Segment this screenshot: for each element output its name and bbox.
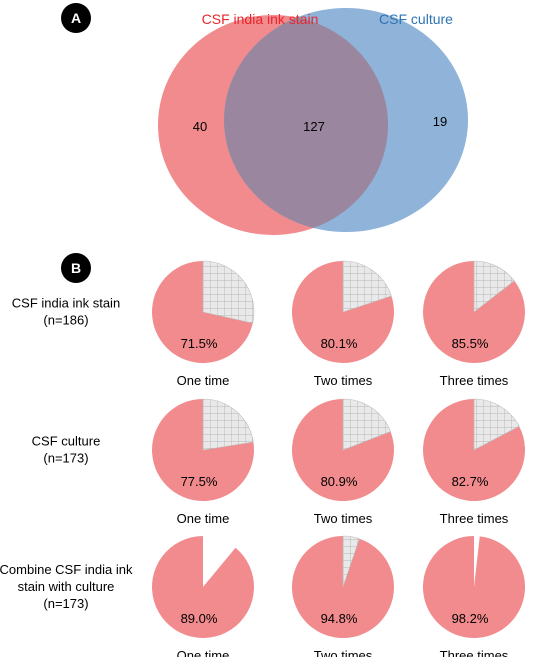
panel-b-badge [61,253,91,283]
pie-grid: CSF india ink stain (n=186) 71.5% One time 8… [0,260,526,657]
venn-set-a-only-count: 40 [193,119,207,134]
row-label-line: CSF culture [32,434,101,449]
pie-caption: Three times [440,373,509,388]
pie-caption: Three times [440,648,509,657]
pie-percent-label: 80.9% [321,474,358,489]
pie-slice-remaining [202,398,254,451]
pie-slice-remaining [473,398,520,451]
pie-slice-remaining [342,260,392,313]
venn-diagram: CSF india ink stain CSF culture 40 127 1… [158,8,468,235]
pie-caption: One time [177,511,230,526]
panel-a-label: A [71,10,81,26]
venn-set-a-name: CSF india ink stain [202,11,319,27]
row-label-line: (n=173) [43,596,88,611]
pie-caption: One time [177,648,230,657]
panel-a: A CSF india ink stain CSF culture 40 127… [61,3,468,235]
pie-percent-label: 94.8% [321,611,358,626]
row-label-line: CSF india ink stain [12,296,120,311]
row-label-line: (n=173) [43,451,88,466]
pie-percent-label: 71.5% [181,336,218,351]
pie-caption: Two times [314,648,373,657]
venn-set-b-name: CSF culture [379,11,453,27]
row-label-line: stain with culture [18,579,115,594]
row-label-line: Combine CSF india ink [0,562,133,577]
pie-slice-positive [423,536,526,639]
pie-percent-label: 82.7% [452,474,489,489]
pie-slice-remaining [342,535,360,588]
pie-caption: Three times [440,511,509,526]
panel-a-badge [61,3,91,33]
pie-percent-label: 98.2% [452,611,489,626]
venn-set-b-only-count: 19 [433,114,447,129]
pie-percent-label: 85.5% [452,336,489,351]
venn-intersection-count: 127 [303,119,325,134]
pie-percent-label: 77.5% [181,474,218,489]
pie-slice-positive [152,536,255,639]
pie-caption: One time [177,373,230,388]
pie-caption: Two times [314,511,373,526]
panel-b: B CSF india ink stain (n=186) 71.5% One tim… [0,253,526,657]
row-label-line: (n=186) [43,313,88,328]
pie-percent-label: 89.0% [181,611,218,626]
pie-slice-remaining [202,260,255,324]
pie-slice-positive [152,261,253,363]
pie-slice-remaining [342,398,391,451]
pie-caption: Two times [314,373,373,388]
pie-slice-remaining [473,260,515,313]
pie-percent-label: 80.1% [321,336,358,351]
panel-b-label: B [71,260,81,276]
venn-overlap [224,15,388,232]
